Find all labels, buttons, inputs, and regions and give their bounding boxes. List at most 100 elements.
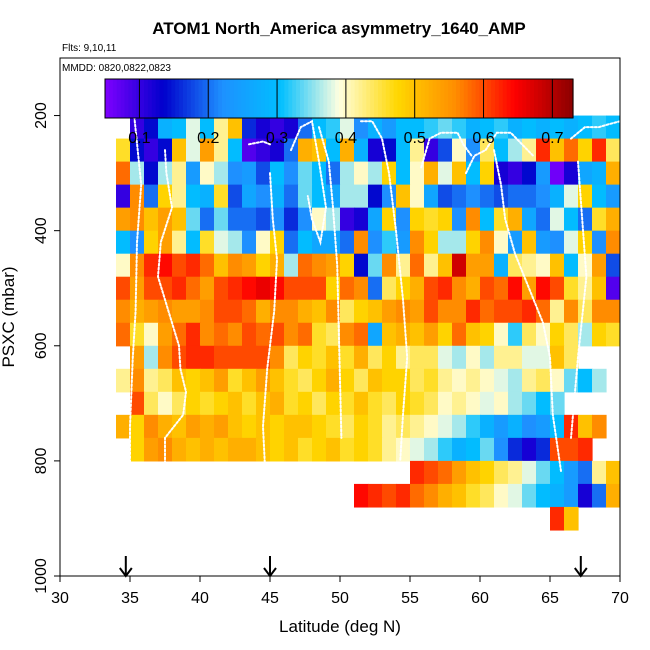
colorbar-tick-label: 0.4	[335, 130, 357, 147]
heatmap-cell	[592, 414, 607, 439]
heatmap-cell	[480, 345, 495, 370]
heatmap-cell	[564, 184, 579, 209]
heatmap-cell	[578, 437, 593, 462]
heatmap-cell	[284, 230, 299, 255]
colorbar-segment	[276, 79, 282, 118]
x-axis: 30 35 40 45 50 55 60 65 70	[51, 576, 629, 607]
heatmap-cell	[144, 161, 159, 186]
colorbar-segment	[565, 79, 570, 118]
heatmap-cell	[214, 414, 229, 439]
heatmap-cell	[186, 115, 201, 140]
heatmap-cell	[550, 253, 565, 278]
colorbar-segment	[245, 79, 250, 118]
colorbar-ticks: 0.1 0.2 0.3 0.4 0.5 0.6 0.7	[128, 79, 564, 147]
colorbar-segment	[541, 79, 547, 118]
heatmap-cell	[284, 437, 299, 462]
heatmap-cell	[592, 483, 607, 508]
heatmap-cell	[214, 253, 229, 278]
heatmap-cell	[172, 138, 187, 163]
heatmap-cell	[130, 207, 145, 232]
heatmap-cell	[480, 161, 495, 186]
colorbar-segment	[264, 79, 270, 118]
colorbar-segment	[268, 79, 274, 118]
heatmap-cell	[172, 276, 187, 301]
heatmap-cell	[466, 115, 481, 140]
heatmap-cell	[480, 322, 495, 347]
colorbar-segment	[545, 79, 551, 118]
colorbar-segment	[342, 79, 348, 118]
heatmap-cell	[242, 437, 257, 462]
heatmap-cell	[242, 299, 257, 324]
heatmap-cell	[606, 207, 620, 232]
heatmap-cell	[382, 299, 397, 324]
heatmap-cell	[326, 253, 341, 278]
heatmap-cell	[592, 184, 607, 209]
heatmap-cell	[200, 161, 215, 186]
heatmap-cell	[438, 115, 453, 140]
heatmap-cell	[284, 184, 299, 209]
heatmap-cell	[466, 368, 481, 393]
heatmap-cell	[564, 230, 579, 255]
heatmap-cell	[396, 207, 411, 232]
heatmap-cell	[592, 230, 607, 255]
heatmap-cell	[326, 184, 341, 209]
heatmap-cell	[592, 207, 607, 232]
heatmap-cell	[256, 230, 271, 255]
heatmap-cell	[522, 322, 537, 347]
heatmap-cell	[606, 230, 620, 255]
heatmap-cell	[214, 115, 229, 140]
heatmap-cell	[536, 253, 551, 278]
heatmap-cell	[564, 115, 579, 140]
heatmap-cell	[340, 276, 355, 301]
heatmap-cell	[298, 207, 313, 232]
heatmap-cell	[214, 345, 229, 370]
heatmap-cell	[186, 230, 201, 255]
heatmap-cell	[368, 391, 383, 416]
heatmap-cell	[228, 253, 243, 278]
heatmap-cell	[466, 230, 481, 255]
heatmap-cell	[326, 322, 341, 347]
colorbar-segment	[300, 79, 305, 118]
heatmap-cell	[368, 345, 383, 370]
heatmap-cell	[452, 414, 467, 439]
heatmap-cell	[592, 253, 607, 278]
colorbar-segment	[467, 79, 473, 118]
heatmap-cell	[536, 184, 551, 209]
heatmap-cell	[480, 483, 495, 508]
colorbar-segment	[537, 79, 543, 118]
heatmap-cell	[592, 322, 607, 347]
heatmap-cell	[214, 230, 229, 255]
heatmap-cell	[508, 322, 523, 347]
heatmap-cell	[382, 230, 397, 255]
colorbar-segment	[225, 79, 231, 118]
heatmap-cell	[340, 437, 355, 462]
heatmap-cell	[550, 345, 565, 370]
heatmap-cell	[242, 230, 257, 255]
heatmap-cell	[424, 483, 439, 508]
colorbar-segment	[311, 79, 317, 118]
heatmap-cell	[228, 115, 243, 140]
heatmap-cell	[298, 115, 313, 140]
heatmap-cell	[242, 161, 257, 186]
heatmap-cell	[116, 253, 131, 278]
colorbar: 0.1 0.2 0.3 0.4 0.5 0.6 0.7	[104, 78, 574, 147]
colorbar-segment	[108, 79, 114, 118]
heatmap-cell	[312, 345, 327, 370]
heatmap-cell	[368, 299, 383, 324]
heatmap-cell	[298, 276, 313, 301]
heatmap-cell	[158, 368, 173, 393]
colorbar-segment	[163, 79, 168, 118]
colorbar-segment	[323, 79, 328, 118]
heatmap-cell	[424, 322, 439, 347]
heatmap-cell	[466, 184, 481, 209]
colorbar-segment	[510, 79, 516, 118]
colorbar-segment	[284, 79, 289, 118]
heatmap-cell	[242, 345, 257, 370]
heatmap-cell	[116, 230, 131, 255]
colorbar-segment	[222, 79, 227, 118]
heatmap-cell	[214, 437, 229, 462]
heatmap-cell	[368, 138, 383, 163]
heatmap-cell	[466, 437, 481, 462]
heatmap-cell	[550, 368, 565, 393]
heatmap-cell	[340, 207, 355, 232]
